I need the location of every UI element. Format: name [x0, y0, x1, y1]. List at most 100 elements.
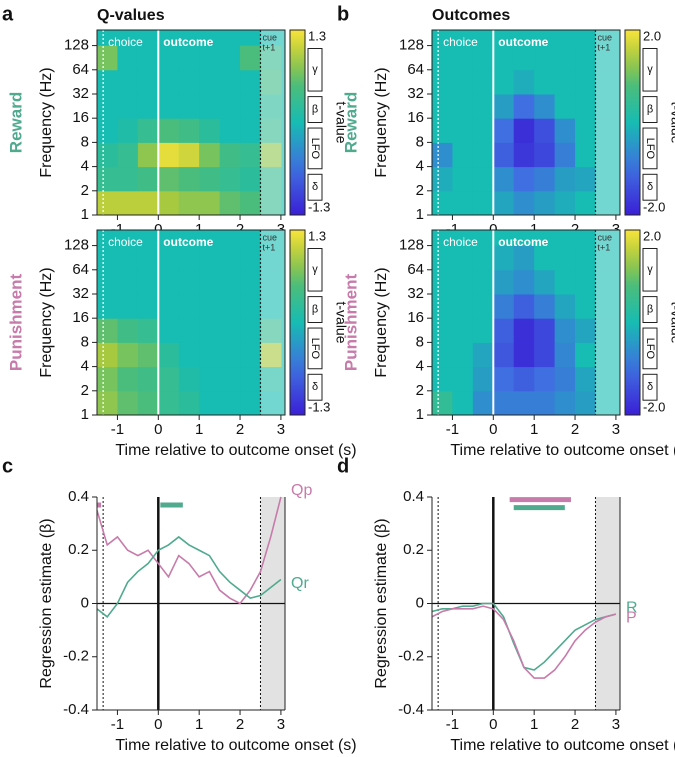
heatmap-cell	[219, 166, 241, 192]
heatmap-cell	[554, 318, 576, 343]
heatmap-cell	[432, 118, 453, 143]
heatmap-cell	[158, 245, 180, 271]
x-tick-label: -1	[446, 421, 459, 438]
heatmap-cell	[452, 342, 474, 368]
y-axis-label: Frequency (Hz)	[373, 67, 390, 177]
heatmap-cell	[158, 45, 180, 71]
heatmap-cell	[554, 342, 576, 368]
heatmap-cell	[199, 118, 221, 143]
heatmap-cell	[513, 366, 535, 392]
heatmap-cell	[575, 269, 596, 295]
colorbar-tick-label: 2.0	[643, 28, 661, 43]
y-tick-label: 1	[81, 206, 89, 223]
colorbar-label: t-value	[333, 101, 349, 143]
band-label: LFO	[644, 338, 656, 360]
band-box	[642, 373, 658, 401]
heatmap-cell	[513, 245, 535, 271]
y-tick-label: 4	[81, 358, 89, 375]
heatmap-cell	[137, 390, 159, 416]
heatmap-cell	[240, 118, 261, 143]
x-tick-label: 2	[236, 716, 244, 733]
panel-label: c	[2, 455, 13, 477]
y-tick-label: 0.2	[403, 541, 424, 558]
y-tick-label: -0.4	[63, 701, 89, 718]
heatmap-cell	[117, 69, 139, 95]
heatmap-cell	[97, 342, 118, 368]
heatmap-cell	[534, 118, 556, 143]
event-label: cue	[597, 232, 612, 242]
heatmap-cell	[493, 366, 515, 392]
series-label: Qp	[291, 482, 312, 499]
x-tick-label: -1	[111, 421, 124, 438]
y-tick-label: 2	[416, 382, 424, 399]
y-tick-label: 128	[64, 37, 89, 54]
y-tick-label: 128	[399, 237, 424, 254]
y-tick-label: 16	[72, 309, 89, 326]
heatmap-cell	[513, 269, 535, 295]
heatmap-cell	[240, 190, 261, 216]
y-axis-label: Frequency (Hz)	[373, 267, 390, 377]
heatmap-cell	[432, 166, 453, 192]
series-label: R	[626, 599, 638, 616]
heatmap-cell	[199, 366, 221, 392]
heatmap-cell	[554, 45, 576, 71]
cue-shade	[595, 230, 620, 415]
heatmap-cell	[219, 318, 241, 343]
heatmap-cell	[219, 342, 241, 368]
band-box	[642, 127, 658, 170]
y-tick-label: 8	[81, 133, 89, 150]
heatmap-cell	[117, 142, 139, 168]
heatmap-cell	[472, 142, 494, 168]
cue-shade	[260, 230, 285, 415]
heatmap-cell	[260, 269, 282, 295]
heatmap-cell	[534, 69, 556, 95]
event-sublabel: t+1	[597, 242, 610, 252]
colorbar-label: t-value	[668, 101, 675, 143]
band-box	[642, 327, 658, 370]
heatmap-cell	[554, 366, 576, 392]
plot-frame	[96, 229, 286, 416]
heatmap-cell	[493, 93, 515, 119]
x-tick-label: 1	[195, 221, 203, 238]
series-line	[96, 535, 282, 618]
y-tick-label: 32	[72, 285, 89, 302]
event-sublabel: t+1	[597, 42, 610, 52]
series-line	[431, 602, 617, 671]
heatmap-cell	[452, 118, 474, 143]
heatmap-cell	[178, 342, 200, 368]
y-tick-label: 32	[407, 285, 424, 302]
heatmap-cell	[452, 93, 474, 119]
heatmap-cell	[493, 318, 515, 343]
heatmap-cell	[472, 318, 494, 343]
heatmap-cell	[117, 45, 139, 71]
band-box	[307, 173, 323, 201]
heatmap-cell	[178, 245, 200, 271]
band-box	[307, 373, 323, 401]
heatmap-cell	[575, 45, 596, 71]
heatmap-cell	[452, 366, 474, 392]
y-axis-label: Regression estimate (β)	[38, 518, 55, 688]
heatmap-cell	[493, 45, 515, 71]
heatmap-cell	[178, 118, 200, 143]
heatmap-cell	[493, 269, 515, 295]
heatmap-cell	[513, 390, 535, 416]
heatmap-cell	[534, 45, 556, 71]
y-tick-label: 0	[81, 594, 89, 611]
event-label: choice	[443, 35, 478, 49]
heatmap-cell	[513, 45, 535, 71]
y-tick-label: 32	[72, 85, 89, 102]
panel-title: Q-values	[97, 7, 165, 24]
y-tick-label: 128	[64, 237, 89, 254]
row-label: Reward	[341, 92, 360, 153]
heatmap-cell	[97, 293, 118, 319]
event-sublabel: t+1	[262, 242, 275, 252]
heatmap-cell	[432, 269, 453, 295]
y-tick-label: 16	[407, 109, 424, 126]
heatmap-cell	[432, 245, 453, 271]
heatmap-cell	[554, 269, 576, 295]
heatmap-cell	[260, 366, 282, 392]
heatmap-cell	[260, 93, 282, 119]
heatmap-cell	[595, 390, 617, 416]
heatmap-cell	[178, 293, 200, 319]
band-label: γ	[312, 64, 318, 76]
